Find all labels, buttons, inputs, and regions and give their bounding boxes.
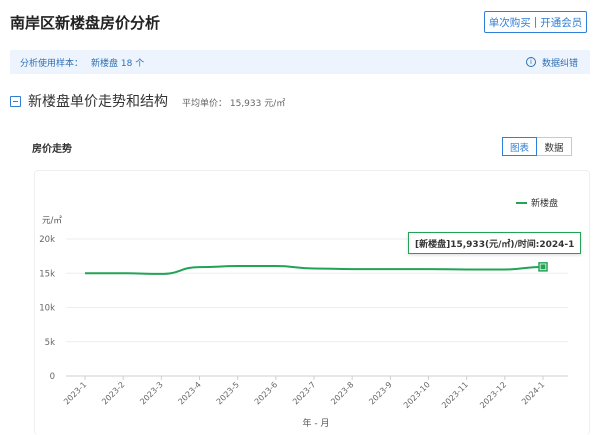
data-tooltip: [新楼盘]15,933(元/㎡)/时间:2024-1 <box>408 232 582 254</box>
section-title: 新楼盘单价走势和结构 <box>28 94 168 110</box>
chart-panel <box>34 170 590 435</box>
section-header: 新楼盘单价走势和结构 平均单价： 15,933 元/㎡ <box>10 91 285 111</box>
info-icon: i <box>525 57 536 67</box>
open-membership-button[interactable]: 开通会员 <box>540 16 583 29</box>
header: 南岸区新楼盘房价分析 单次购买 | 开通会员 <box>0 0 600 44</box>
sample-label: 分析使用样本： <box>20 58 84 69</box>
collapse-icon[interactable] <box>10 95 21 107</box>
sample-value: 新楼盘 18 个 <box>91 58 145 69</box>
divider: | <box>533 16 538 28</box>
data-correction-label[interactable]: 数据纠错 <box>541 58 578 69</box>
average-price: 平均单价： 15,933 元/㎡ <box>182 98 286 109</box>
view-toggle: 图表 数据 <box>502 137 572 157</box>
page-title: 南岸区新楼盘房价分析 <box>10 14 161 32</box>
data-correction-link[interactable]: i 数据纠错 <box>525 50 578 74</box>
chart-title: 房价走势 <box>32 144 72 155</box>
sample-info-bar: 分析使用样本： 新楼盘 18 个 i 数据纠错 <box>10 50 590 74</box>
single-purchase-button[interactable]: 单次购买 <box>488 16 531 29</box>
purchase-button-group[interactable]: 单次购买 | 开通会员 <box>484 11 587 33</box>
tab-chart[interactable]: 图表 <box>502 137 537 156</box>
tab-data[interactable]: 数据 <box>537 137 572 156</box>
